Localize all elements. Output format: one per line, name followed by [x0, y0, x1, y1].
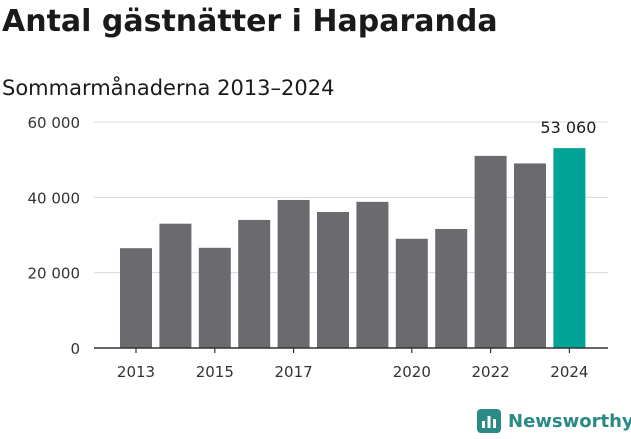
newsworthy-brand: Newsworthy [476, 406, 631, 436]
x-tick-label: 2024 [550, 363, 588, 381]
bar-2019 [356, 201, 389, 348]
y-axis-ticks: 0 20 000 40 000 60 000 [28, 114, 81, 358]
bar-2022 [474, 155, 507, 348]
brand-name: Newsworthy [508, 410, 631, 432]
bar-2016 [238, 219, 271, 348]
x-tick-label: 2022 [472, 363, 510, 381]
chart-title: Antal gästnätter i Haparanda [2, 4, 498, 39]
bar-2021 [435, 228, 468, 348]
data-label: 53 060 [540, 118, 596, 137]
bars [120, 148, 586, 348]
y-tick-label: 20 000 [28, 265, 81, 283]
bar-2014 [159, 223, 192, 348]
chart-subtitle: Sommarmånaderna 2013–2024 [2, 76, 335, 100]
x-tick-label: 2020 [393, 363, 431, 381]
y-tick-label: 0 [70, 340, 80, 358]
x-axis-ticks: 2013 2015 2017 2020 2022 2024 [94, 347, 608, 381]
x-tick-label: 2013 [117, 363, 155, 381]
bar-chart: 0 20 000 40 000 60 000 2013 2015 2017 2020 2022… [28, 114, 608, 381]
y-tick-label: 60 000 [28, 114, 81, 132]
newsworthy-logo-icon [477, 409, 501, 433]
bar-2023 [514, 163, 546, 348]
bar-2015 [198, 247, 231, 348]
bar-2018 [317, 212, 349, 348]
bar-2020 [395, 238, 428, 348]
x-tick-label: 2015 [196, 363, 234, 381]
y-tick-label: 40 000 [28, 189, 81, 207]
bar-2017 [277, 199, 310, 348]
data-labels: 53 060 [540, 118, 596, 137]
bar-2024 [553, 148, 586, 348]
bar-2013 [120, 248, 152, 348]
x-tick-label: 2017 [275, 363, 313, 381]
